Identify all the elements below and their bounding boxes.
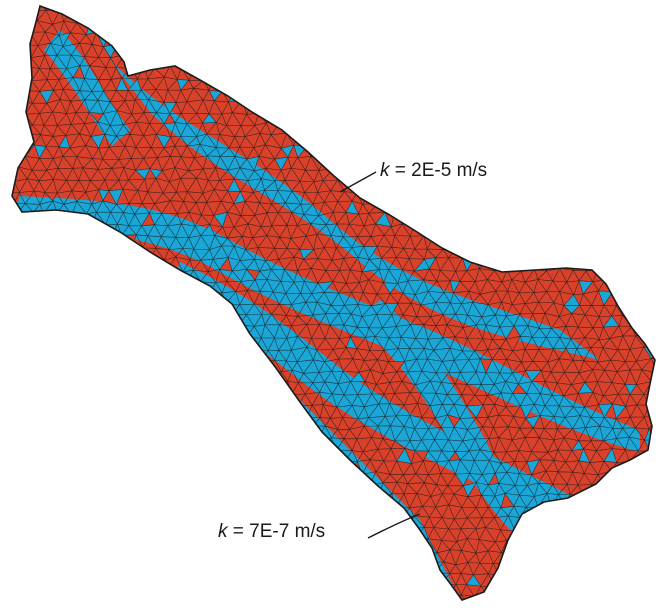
low-k-band [170, 262, 620, 548]
label-high-k-value: = 2E-5 m/s [390, 160, 488, 181]
label-high-k: k = 2E-5 m/s [380, 160, 487, 181]
label-high-k-symbol: k [380, 160, 391, 181]
label-low-k-value: = 7E-7 m/s [228, 521, 326, 542]
leader-line-low-k [367, 513, 421, 539]
leader-line-high-k [339, 171, 377, 193]
low-k-band [110, 60, 600, 360]
callout-low-k: k = 7E-7 m/s [218, 513, 421, 542]
low-k-band [44, 30, 130, 146]
label-low-k-symbol: k [218, 521, 229, 542]
label-low-k: k = 7E-7 m/s [218, 521, 325, 542]
low-k-band [12, 196, 640, 452]
callout-high-k: k = 2E-5 m/s [339, 160, 487, 193]
